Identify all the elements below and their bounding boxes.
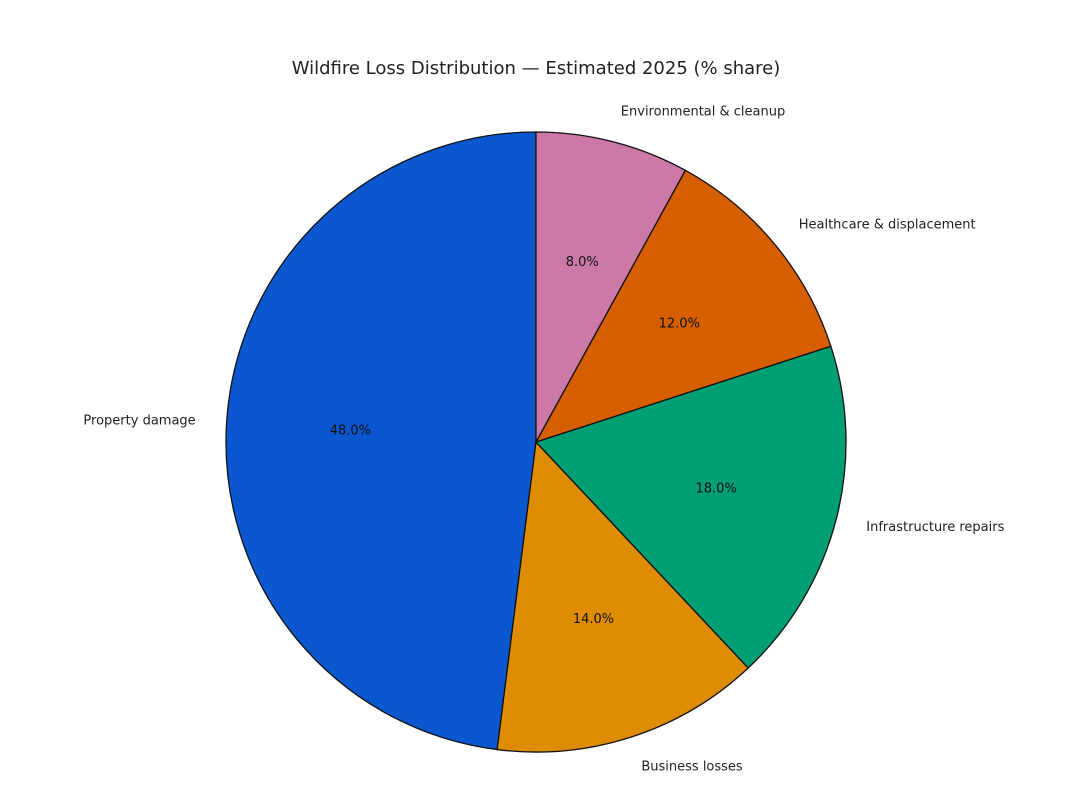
slice-percent-label: 48.0%: [330, 423, 371, 438]
labels: Property damage 48.0% Business losses 14.0%…: [83, 105, 1004, 775]
slice-percent-label: 18.0%: [696, 481, 737, 496]
slice-environmental-cleanup: [535, 131, 687, 443]
slice-label: Infrastructure repairs: [866, 520, 1004, 535]
slice-label: Property damage: [83, 414, 195, 429]
chart-title: Wildfire Loss Distribution — Estimated 2…: [292, 58, 781, 79]
slice-label: Healthcare & displacement: [799, 218, 976, 233]
slice-business-losses: [496, 440, 750, 753]
slice-infrastructure-repairs: [534, 345, 847, 669]
slice-property-damage: [225, 131, 537, 751]
slice-percent-label: 12.0%: [659, 316, 700, 331]
slice-percent-label: 14.0%: [573, 612, 614, 627]
slice-label: Business losses: [641, 759, 743, 774]
slices: [225, 131, 847, 753]
slice-healthcare-displacement: [534, 169, 832, 444]
slice-percent-label: 8.0%: [566, 255, 599, 270]
slice-label: Environmental & cleanup: [621, 105, 785, 120]
